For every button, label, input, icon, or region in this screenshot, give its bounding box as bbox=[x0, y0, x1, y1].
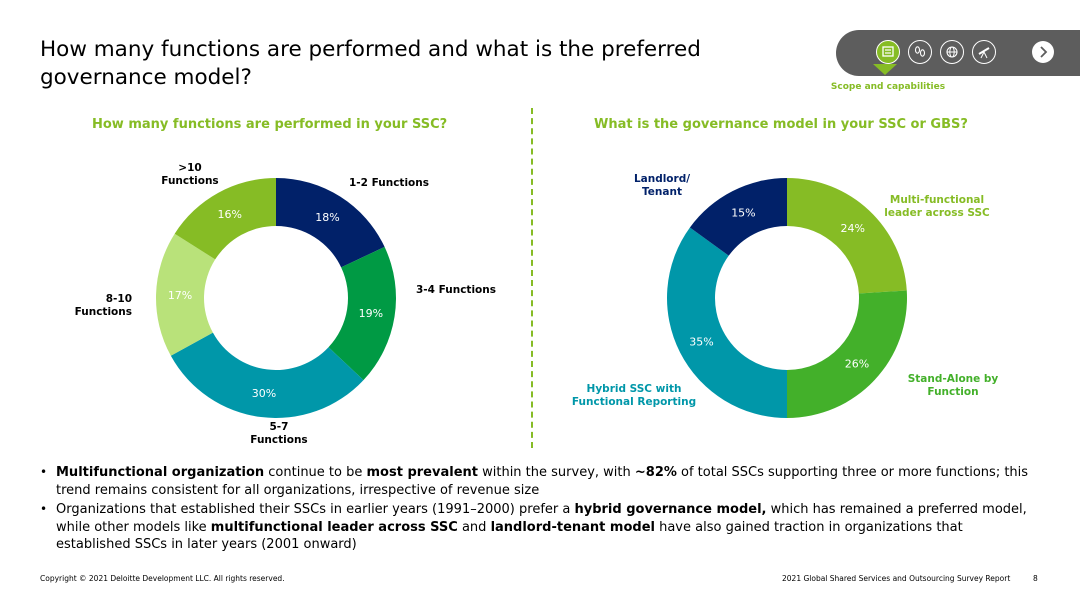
bullet-item: Organizations that established their SSC… bbox=[40, 501, 1030, 554]
chevron-right-icon bbox=[1040, 46, 1048, 58]
chart1-title: How many functions are performed in your… bbox=[92, 117, 448, 132]
chart1-value-label-2: 30% bbox=[252, 387, 276, 400]
section-nav bbox=[836, 30, 1080, 76]
chart2-slice-1 bbox=[787, 290, 907, 418]
chart2-category-label-2: Hybrid SSC with Functional Reporting bbox=[572, 383, 696, 408]
chart1-value-label-0: 18% bbox=[315, 211, 339, 224]
chart1-slice-4 bbox=[174, 178, 276, 260]
chart2-category-label-1: Stand-Alone by Function bbox=[908, 373, 999, 398]
chart1-slice-0 bbox=[276, 178, 385, 268]
globe-icon[interactable] bbox=[940, 40, 964, 64]
chart1-category-label-2: 5-7 Functions bbox=[250, 421, 307, 446]
chart1-category-label-4: >10 Functions bbox=[161, 162, 218, 187]
telescope-icon[interactable] bbox=[972, 40, 996, 64]
scope-icon[interactable] bbox=[876, 40, 900, 64]
chart1-slice-1 bbox=[328, 246, 396, 381]
nav-active-pointer bbox=[873, 64, 897, 75]
chart1-category-label-3: 8-10 Functions bbox=[75, 293, 132, 318]
page-title: How many functions are performed and wha… bbox=[40, 37, 701, 90]
chart1-value-label-1: 19% bbox=[359, 307, 383, 320]
chart2-category-label-3: Landlord/Tenant bbox=[634, 173, 690, 198]
next-button[interactable] bbox=[1032, 41, 1054, 63]
chart2-value-label-2: 35% bbox=[689, 336, 713, 349]
chart2-value-label-0: 24% bbox=[840, 222, 864, 235]
nav-active-label: Scope and capabilities bbox=[830, 82, 946, 92]
chart2-title: What is the governance model in your SSC… bbox=[594, 117, 968, 132]
chart1-value-label-3: 17% bbox=[168, 289, 192, 302]
chart2-value-label-1: 26% bbox=[845, 358, 869, 371]
report-name: 2021 Global Shared Services and Outsourc… bbox=[782, 574, 1011, 583]
chart1-slice-3 bbox=[156, 233, 216, 356]
chart2-slice-0 bbox=[787, 178, 907, 294]
footprints-icon[interactable] bbox=[908, 40, 932, 64]
key-findings: Multifunctional organization continue to… bbox=[40, 464, 1030, 556]
chart1-category-label-1: 3-4 Functions bbox=[416, 284, 496, 296]
section-divider bbox=[531, 108, 533, 448]
chart2-slice-2 bbox=[667, 227, 787, 418]
chart1-value-label-4: 16% bbox=[218, 208, 242, 221]
chart2-category-label-0: Multi-functional leader across SSC bbox=[884, 194, 990, 219]
chart2-value-label-3: 15% bbox=[731, 206, 755, 219]
chart2-slice-3 bbox=[689, 178, 787, 256]
chart1-slice-2 bbox=[170, 332, 364, 418]
chart1-category-label-0: 1-2 Functions bbox=[349, 177, 429, 189]
bullet-item: Multifunctional organization continue to… bbox=[40, 464, 1030, 499]
copyright: Copyright © 2021 Deloitte Development LL… bbox=[40, 574, 285, 583]
page-number: 8 bbox=[1033, 574, 1038, 583]
